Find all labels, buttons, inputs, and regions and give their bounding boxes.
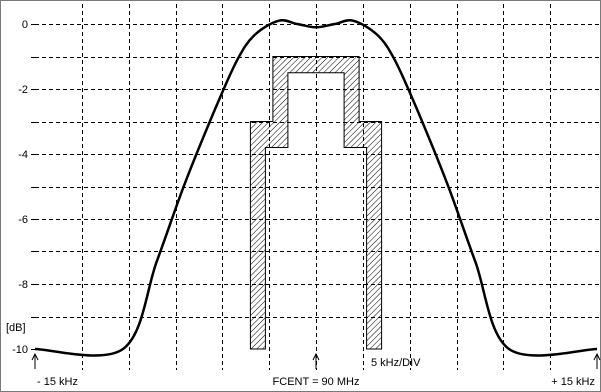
y-tick-label: -10 xyxy=(12,344,28,356)
y-tick-label: -8 xyxy=(18,279,28,291)
annotation-arrowhead xyxy=(31,352,39,361)
series-layer xyxy=(34,19,598,357)
x-annotations: - 15 kHz FCENT = 90 MHz + 15 kHz xyxy=(31,352,601,388)
response-curve xyxy=(34,19,598,357)
y-ticks: 0 -2 -4 -6 -8 -10 xyxy=(12,19,35,356)
y-tick-label: -2 xyxy=(18,84,28,96)
annotation-label: - 15 kHz xyxy=(37,376,78,388)
y-tick-label: -6 xyxy=(18,214,28,226)
mask-hatch xyxy=(249,56,383,350)
y-tick-label: -4 xyxy=(18,149,28,161)
annotation-label: FCENT = 90 MHz xyxy=(273,376,360,388)
y-tick-label: 0 xyxy=(22,19,28,31)
y-axis-label: [dB] xyxy=(6,322,26,334)
grid xyxy=(35,4,601,370)
mask-region xyxy=(249,56,383,350)
div-label: 5 kHz/DIV xyxy=(371,357,421,369)
annotation-label: + 15 kHz xyxy=(551,376,595,388)
annotation-arrowhead xyxy=(593,352,601,361)
annotation-arrowhead xyxy=(312,352,320,361)
